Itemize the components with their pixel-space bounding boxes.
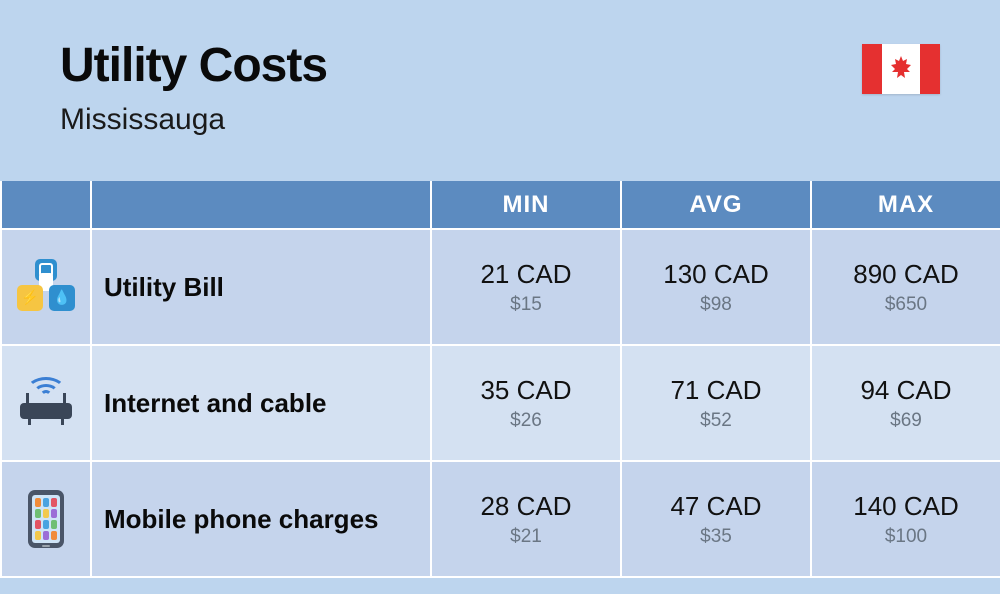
router-icon [16, 377, 76, 425]
header: Utility Costs Mississauga [0, 0, 1000, 137]
header-blank-icon [1, 181, 91, 229]
cell-min: 35 CAD $26 [431, 345, 621, 461]
flag-bar-left [862, 44, 882, 94]
row-label: Internet and cable [91, 345, 431, 461]
page-title: Utility Costs [60, 38, 327, 93]
header-avg: AVG [621, 181, 811, 229]
row-icon-cell [1, 345, 91, 461]
value-secondary: $98 [622, 294, 810, 316]
title-block: Utility Costs Mississauga [60, 38, 327, 137]
value-secondary: $69 [812, 410, 1000, 432]
utility-icon: ⚡💧 [17, 259, 75, 311]
value-secondary: $35 [622, 526, 810, 548]
cell-max: 890 CAD $650 [811, 229, 1000, 345]
value-primary: 130 CAD [622, 259, 810, 290]
cell-max: 140 CAD $100 [811, 461, 1000, 577]
value-primary: 21 CAD [432, 259, 620, 290]
row-icon-cell: ⚡💧 [1, 229, 91, 345]
header-min: MIN [431, 181, 621, 229]
header-blank-label [91, 181, 431, 229]
value-primary: 71 CAD [622, 375, 810, 406]
row-icon-cell [1, 461, 91, 577]
canada-flag-icon [862, 44, 940, 94]
value-primary: 890 CAD [812, 259, 1000, 290]
cell-max: 94 CAD $69 [811, 345, 1000, 461]
value-primary: 47 CAD [622, 491, 810, 522]
value-secondary: $21 [432, 526, 620, 548]
costs-table: MIN AVG MAX ⚡💧 Utility Bill 21 CAD $15 1… [0, 181, 1000, 578]
value-secondary: $15 [432, 294, 620, 316]
value-primary: 94 CAD [812, 375, 1000, 406]
table-header-row: MIN AVG MAX [1, 181, 1000, 229]
header-max: MAX [811, 181, 1000, 229]
cell-min: 21 CAD $15 [431, 229, 621, 345]
value-primary: 28 CAD [432, 491, 620, 522]
phone-icon [28, 490, 64, 548]
table-row: ⚡💧 Utility Bill 21 CAD $15 130 CAD $98 8… [1, 229, 1000, 345]
value-secondary: $100 [812, 526, 1000, 548]
flag-bar-right [920, 44, 940, 94]
value-secondary: $52 [622, 410, 810, 432]
cell-avg: 71 CAD $52 [621, 345, 811, 461]
value-secondary: $26 [432, 410, 620, 432]
value-primary: 140 CAD [812, 491, 1000, 522]
maple-leaf-icon [889, 56, 913, 82]
value-secondary: $650 [812, 294, 1000, 316]
cell-avg: 47 CAD $35 [621, 461, 811, 577]
table-row: Mobile phone charges 28 CAD $21 47 CAD $… [1, 461, 1000, 577]
row-label: Utility Bill [91, 229, 431, 345]
page-subtitle: Mississauga [60, 103, 327, 137]
cell-avg: 130 CAD $98 [621, 229, 811, 345]
table-row: Internet and cable 35 CAD $26 71 CAD $52… [1, 345, 1000, 461]
row-label: Mobile phone charges [91, 461, 431, 577]
flag-center [882, 44, 920, 94]
value-primary: 35 CAD [432, 375, 620, 406]
cell-min: 28 CAD $21 [431, 461, 621, 577]
